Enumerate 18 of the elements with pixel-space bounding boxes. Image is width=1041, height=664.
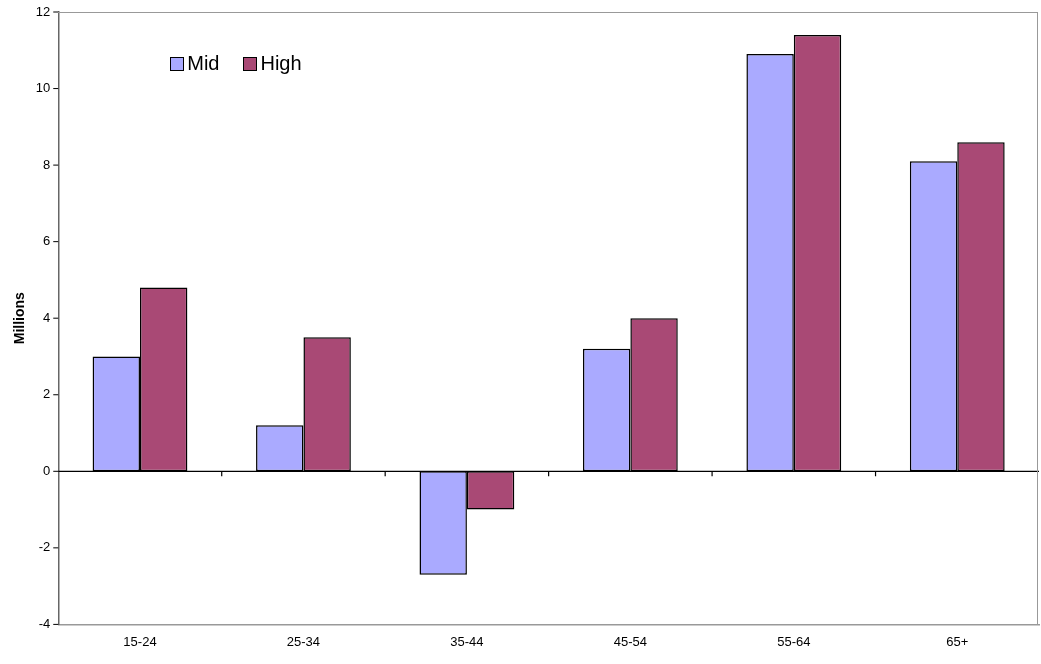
y-axis-title: Millions	[11, 291, 28, 345]
legend-label: High	[260, 52, 302, 75]
y-tick-label: 6	[43, 233, 51, 249]
y-tick-label: 0	[43, 462, 51, 478]
x-tick-label: 35-44	[450, 633, 484, 649]
y-tick-label: -2	[38, 539, 51, 555]
x-tick-label: 65+	[946, 633, 969, 649]
y-tick-label: 4	[43, 309, 51, 325]
legend-label: Mid	[187, 52, 220, 75]
x-tick-label: 55-64	[777, 633, 811, 649]
y-tick-label: 2	[43, 386, 51, 402]
y-tick-label: 8	[43, 156, 51, 172]
x-tick-label: 15-24	[123, 633, 157, 649]
x-tick-label: 25-34	[286, 633, 321, 649]
y-tick-label: -4	[38, 615, 51, 631]
y-tick-label: 12	[35, 3, 51, 19]
x-tick-label: 45-54	[613, 633, 647, 649]
y-tick-label: 10	[35, 80, 51, 96]
